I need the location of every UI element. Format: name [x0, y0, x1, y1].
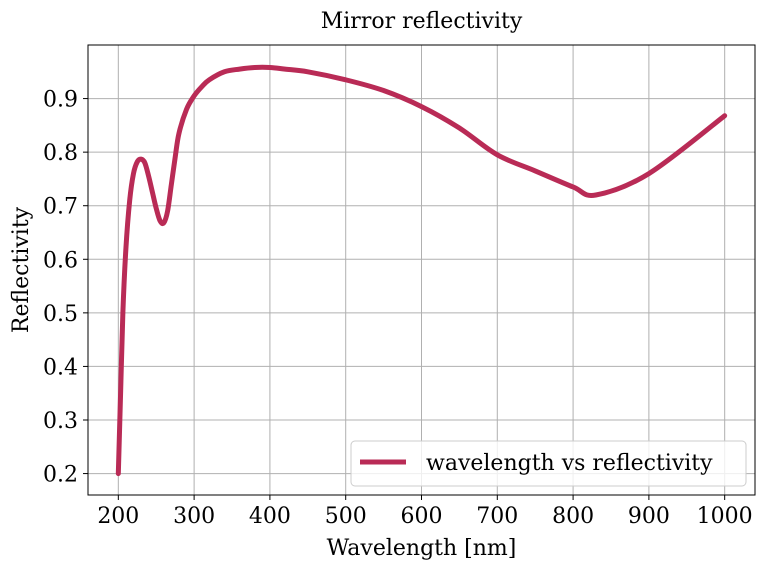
y-tick-label: 0.7: [43, 195, 78, 220]
y-axis-label: Reflectivity: [9, 206, 34, 333]
legend-box: [350, 440, 747, 487]
y-tick-label: 0.4: [43, 355, 78, 380]
legend-label: wavelength vs reflectivity: [426, 451, 713, 476]
chart-title: Mirror reflectivity: [321, 9, 523, 34]
x-tick-label: 400: [249, 504, 291, 529]
axis-ticks: 200 300 400 500 600 700 800 900 1000 0.2 0.3 0.4 0.5…: [43, 88, 753, 529]
y-tick-label: 0.2: [43, 463, 78, 488]
x-tick-label: 300: [173, 504, 215, 529]
x-tick-label: 500: [325, 504, 367, 529]
x-tick-label: 900: [628, 504, 670, 529]
x-tick-label: 700: [476, 504, 518, 529]
y-tick-label: 0.8: [43, 141, 78, 166]
y-tick-label: 0.9: [43, 88, 78, 113]
x-tick-label: 1000: [697, 504, 753, 529]
x-axis-label: Wavelength [nm]: [327, 536, 517, 561]
y-tick-label: 0.3: [43, 409, 78, 434]
grid: [88, 45, 755, 495]
x-tick-label: 800: [552, 504, 594, 529]
x-tick-label: 600: [401, 504, 443, 529]
x-tick-label: 200: [97, 504, 139, 529]
y-tick-label: 0.5: [43, 302, 78, 327]
legend: wavelength vs reflectivity: [350, 440, 747, 487]
y-tick-label: 0.6: [43, 248, 78, 273]
series-layer: [115, 64, 728, 477]
series-line: [115, 64, 728, 477]
